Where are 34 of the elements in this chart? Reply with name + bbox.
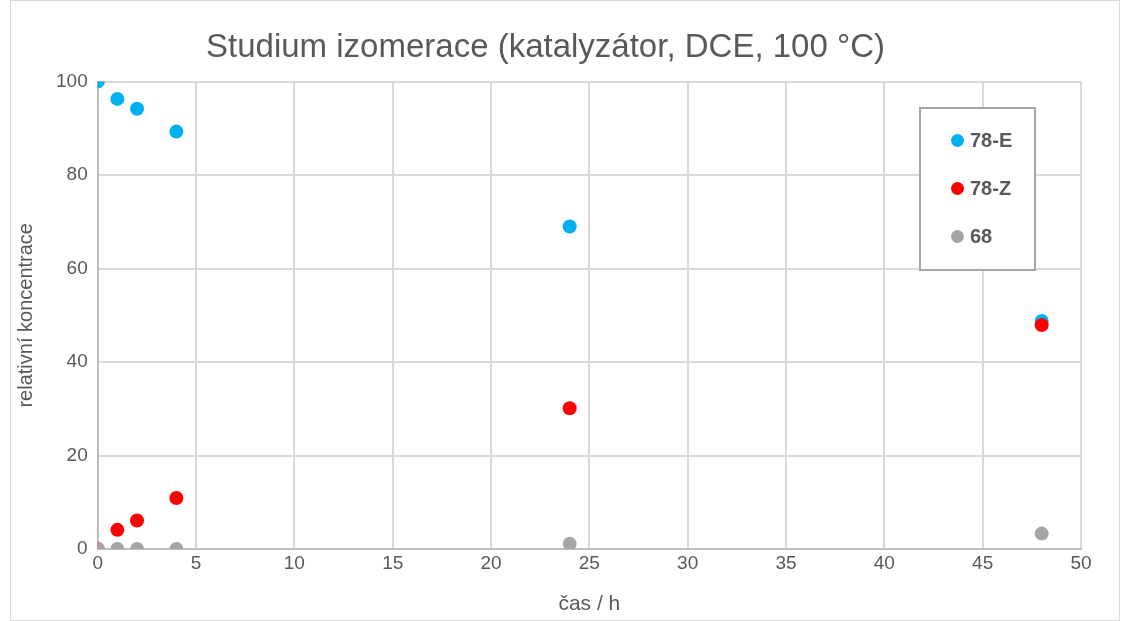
y-tick-label: 80 xyxy=(66,163,88,185)
x-tick-label: 25 xyxy=(578,551,600,573)
point xyxy=(562,401,577,416)
legend-label: 78-E xyxy=(970,129,1013,153)
x-tick-label: 10 xyxy=(283,551,305,573)
x-axis-title: čas / h xyxy=(558,591,621,615)
point xyxy=(1034,526,1049,541)
point xyxy=(130,101,145,116)
x-tick-label: 20 xyxy=(480,551,502,573)
legend-label: 68 xyxy=(970,225,993,249)
point xyxy=(562,536,577,549)
x-tick-label: 45 xyxy=(972,551,994,573)
y-tick-label: 40 xyxy=(66,350,88,372)
point xyxy=(562,219,577,234)
x-tick-label: 0 xyxy=(92,551,103,573)
point xyxy=(110,522,125,537)
point xyxy=(169,491,184,506)
x-tick-label: 40 xyxy=(873,551,895,573)
x-tick-label: 15 xyxy=(382,551,404,573)
point xyxy=(1034,318,1049,333)
y-axis-title: relativní koncentrace xyxy=(13,223,36,408)
point xyxy=(169,124,184,139)
x-tick-label: 35 xyxy=(775,551,797,573)
y-tick-label: 0 xyxy=(77,537,88,559)
point xyxy=(110,91,125,106)
point xyxy=(130,513,145,528)
legend-label: 78-Z xyxy=(970,177,1012,201)
x-tick-label: 5 xyxy=(190,551,202,573)
x-tick-label: 30 xyxy=(677,551,699,573)
chart-title: Studium izomerace (katalyzátor, DCE, 100 °C) xyxy=(206,26,885,64)
y-tick-label: 100 xyxy=(56,69,88,91)
y-tick-label: 60 xyxy=(66,256,88,278)
x-tick-label: 50 xyxy=(1070,551,1092,573)
y-tick-label: 20 xyxy=(66,443,88,465)
